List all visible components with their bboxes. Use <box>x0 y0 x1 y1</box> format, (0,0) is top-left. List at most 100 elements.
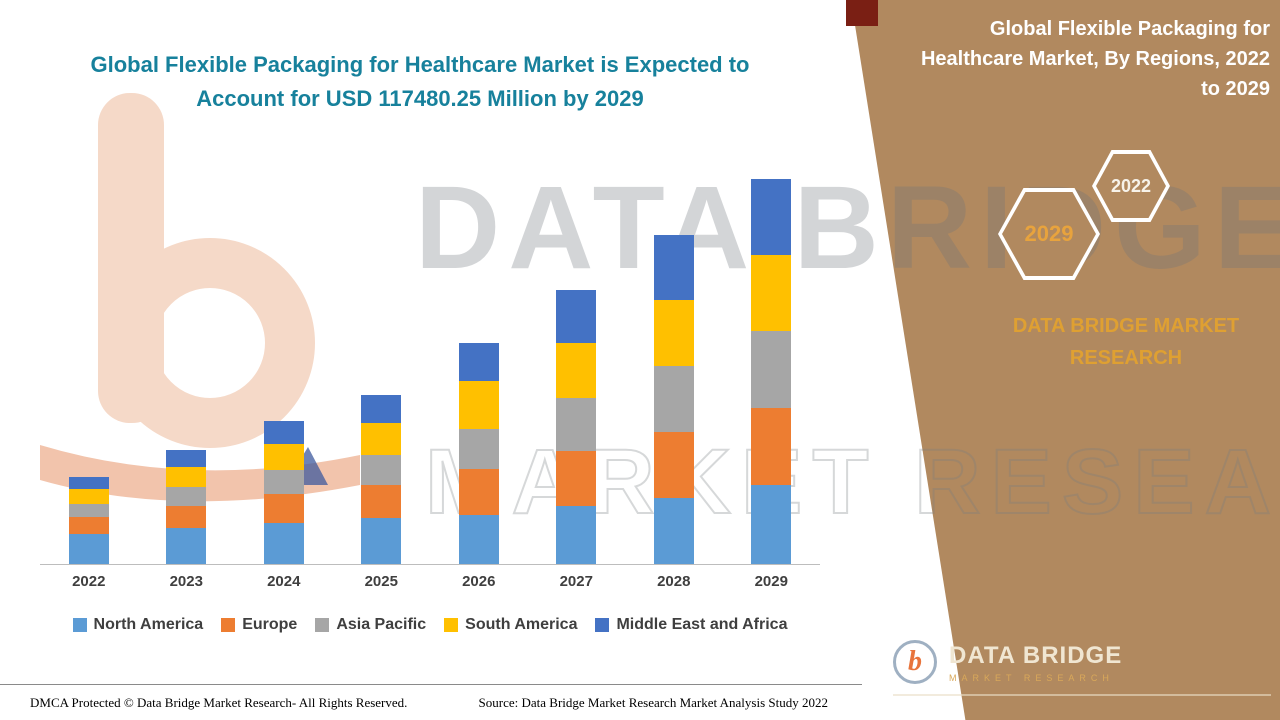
bar-segment-2029-europe <box>751 408 792 485</box>
bar-stack-2028 <box>653 234 694 564</box>
bar-segment-2028-south-america <box>653 299 694 367</box>
side-panel-caption: DATA BRIDGE MARKET RESEARCH <box>1012 315 1240 369</box>
bar-segment-2028-middle-east-and-africa <box>653 234 694 300</box>
bar-segment-2026-south-america <box>458 381 499 429</box>
x-axis-label-2024: 2024 <box>267 573 301 590</box>
legend-item-asia-pacific: Asia Pacific <box>315 616 426 634</box>
brand-logo-icon: b <box>893 640 937 684</box>
bar-segment-2027-europe <box>556 451 597 506</box>
bar-stack-2025 <box>361 395 402 564</box>
side-panel-title: Global Flexible Packaging for Healthcare… <box>920 18 1270 100</box>
bar-segment-2023-europe <box>166 505 207 529</box>
bar-segment-2024-europe <box>263 494 304 523</box>
bar-stack-2027 <box>556 289 597 564</box>
bar-segment-2026-middle-east-and-africa <box>458 343 499 382</box>
bar-segment-2022-north-america <box>68 533 109 564</box>
legend-item-europe: Europe <box>221 616 297 634</box>
legend-swatch-icon <box>72 618 87 632</box>
bar-column-2022 <box>40 476 138 564</box>
bar-stack-2024 <box>263 421 304 564</box>
legend-swatch-icon <box>444 618 459 632</box>
bar-stack-2022 <box>68 476 109 564</box>
bar-segment-2022-middle-east-and-africa <box>68 476 109 489</box>
brand-lockup: b DATA BRIDGE MARKET RESEARCH <box>893 640 1273 684</box>
bar-column-2023 <box>138 450 236 564</box>
footer: DMCA Protected © Data Bridge Market Rese… <box>0 684 862 720</box>
bar-segment-2026-europe <box>458 468 499 515</box>
bar-segment-2024-south-america <box>263 443 304 470</box>
bar-segment-2025-middle-east-and-africa <box>361 395 402 423</box>
bar-segment-2022-south-america <box>68 488 109 504</box>
stacked-bar-chart: 2022 2023 2024 2025 2026 2027 2028 2029 North A… <box>40 179 821 634</box>
brand-text: DATA BRIDGE MARKET RESEARCH <box>949 642 1122 683</box>
bar-segment-2024-north-america <box>263 522 304 564</box>
hexagon-badge-2029-inner: 2029 <box>1002 192 1096 276</box>
brand-name: DATA BRIDGE <box>949 641 1123 669</box>
x-axis-label-2029: 2029 <box>754 573 788 590</box>
bar-segment-2023-north-america <box>166 528 207 564</box>
bar-column-2025 <box>333 395 431 564</box>
bar-segment-2025-north-america <box>361 518 402 564</box>
legend-item-north-america: North America <box>72 616 204 634</box>
bar-stack-2029 <box>751 179 792 564</box>
bar-column-2027 <box>528 289 626 564</box>
brand-tagline: MARKET RESEARCH <box>949 672 1114 683</box>
bar-segment-2026-north-america <box>458 514 499 564</box>
bar-segment-2027-south-america <box>556 342 597 399</box>
brand-divider-line <box>893 694 1271 696</box>
bar-segment-2028-asia-pacific <box>653 366 694 433</box>
legend-swatch-icon <box>595 618 610 632</box>
hexagon-badge-2022: 2022 <box>1092 150 1170 222</box>
bar-segment-2029-middle-east-and-africa <box>751 179 792 256</box>
bar-segment-2024-asia-pacific <box>263 469 304 495</box>
x-axis-label-2025: 2025 <box>364 573 398 590</box>
bar-segment-2022-europe <box>68 516 109 534</box>
x-axis-label-2028: 2028 <box>657 573 691 590</box>
bar-stack-2023 <box>166 450 207 564</box>
legend-swatch-icon <box>221 618 236 632</box>
legend-label: Asia Pacific <box>336 616 427 633</box>
bar-column-2024 <box>235 421 333 564</box>
brand-logo-letter: b <box>908 646 922 677</box>
bar-column-2026 <box>430 343 528 564</box>
bar-segment-2028-north-america <box>653 497 694 564</box>
bar-column-2029 <box>723 179 821 564</box>
legend-item-south-america: South America <box>444 616 577 634</box>
legend-item-middle-east-and-africa: Middle East and Africa <box>595 616 787 634</box>
badge-year-2029: 2029 <box>1024 221 1074 246</box>
bar-segment-2025-asia-pacific <box>361 454 402 485</box>
bar-segment-2029-south-america <box>751 255 792 331</box>
bar-segment-2026-asia-pacific <box>458 428 499 469</box>
bar-segment-2022-asia-pacific <box>68 503 109 517</box>
bar-segment-2025-south-america <box>361 422 402 455</box>
bar-segment-2023-asia-pacific <box>166 487 207 506</box>
bar-segment-2029-north-america <box>751 484 792 564</box>
hexagon-badge-2022-inner: 2022 <box>1096 154 1166 218</box>
badge-year-2022: 2022 <box>1110 175 1152 196</box>
bar-segment-2027-middle-east-and-africa <box>556 289 597 343</box>
legend-swatch-icon <box>315 618 330 632</box>
x-axis-label-2026: 2026 <box>462 573 496 590</box>
bar-segment-2027-north-america <box>556 505 597 564</box>
bar-segment-2023-middle-east-and-africa <box>166 450 207 468</box>
bar-segment-2028-europe <box>653 432 694 498</box>
bar-segment-2023-south-america <box>166 467 207 488</box>
bar-segment-2029-asia-pacific <box>751 330 792 409</box>
x-axis-label-2022: 2022 <box>72 573 106 590</box>
corner-accent-square <box>846 0 878 26</box>
legend-label: Middle East and Africa <box>616 616 788 633</box>
legend-label: North America <box>93 616 204 633</box>
plot-area <box>40 179 821 565</box>
x-axis-label-2023: 2023 <box>169 573 203 590</box>
chart-title: Global Flexible Packaging for Healthcare… <box>90 52 750 112</box>
legend-label: Europe <box>242 616 298 633</box>
x-axis-label-2027: 2027 <box>559 573 593 590</box>
legend-label: South America <box>465 616 578 633</box>
bar-column-2028 <box>625 234 723 564</box>
dmca-notice: DMCA Protected © Data Bridge Market Rese… <box>30 694 408 710</box>
bar-segment-2024-middle-east-and-africa <box>263 421 304 444</box>
x-axis-labels: 2022 2023 2024 2025 2026 2027 2028 2029 <box>40 573 820 590</box>
bar-segment-2025-europe <box>361 484 402 519</box>
bar-segment-2027-asia-pacific <box>556 398 597 452</box>
